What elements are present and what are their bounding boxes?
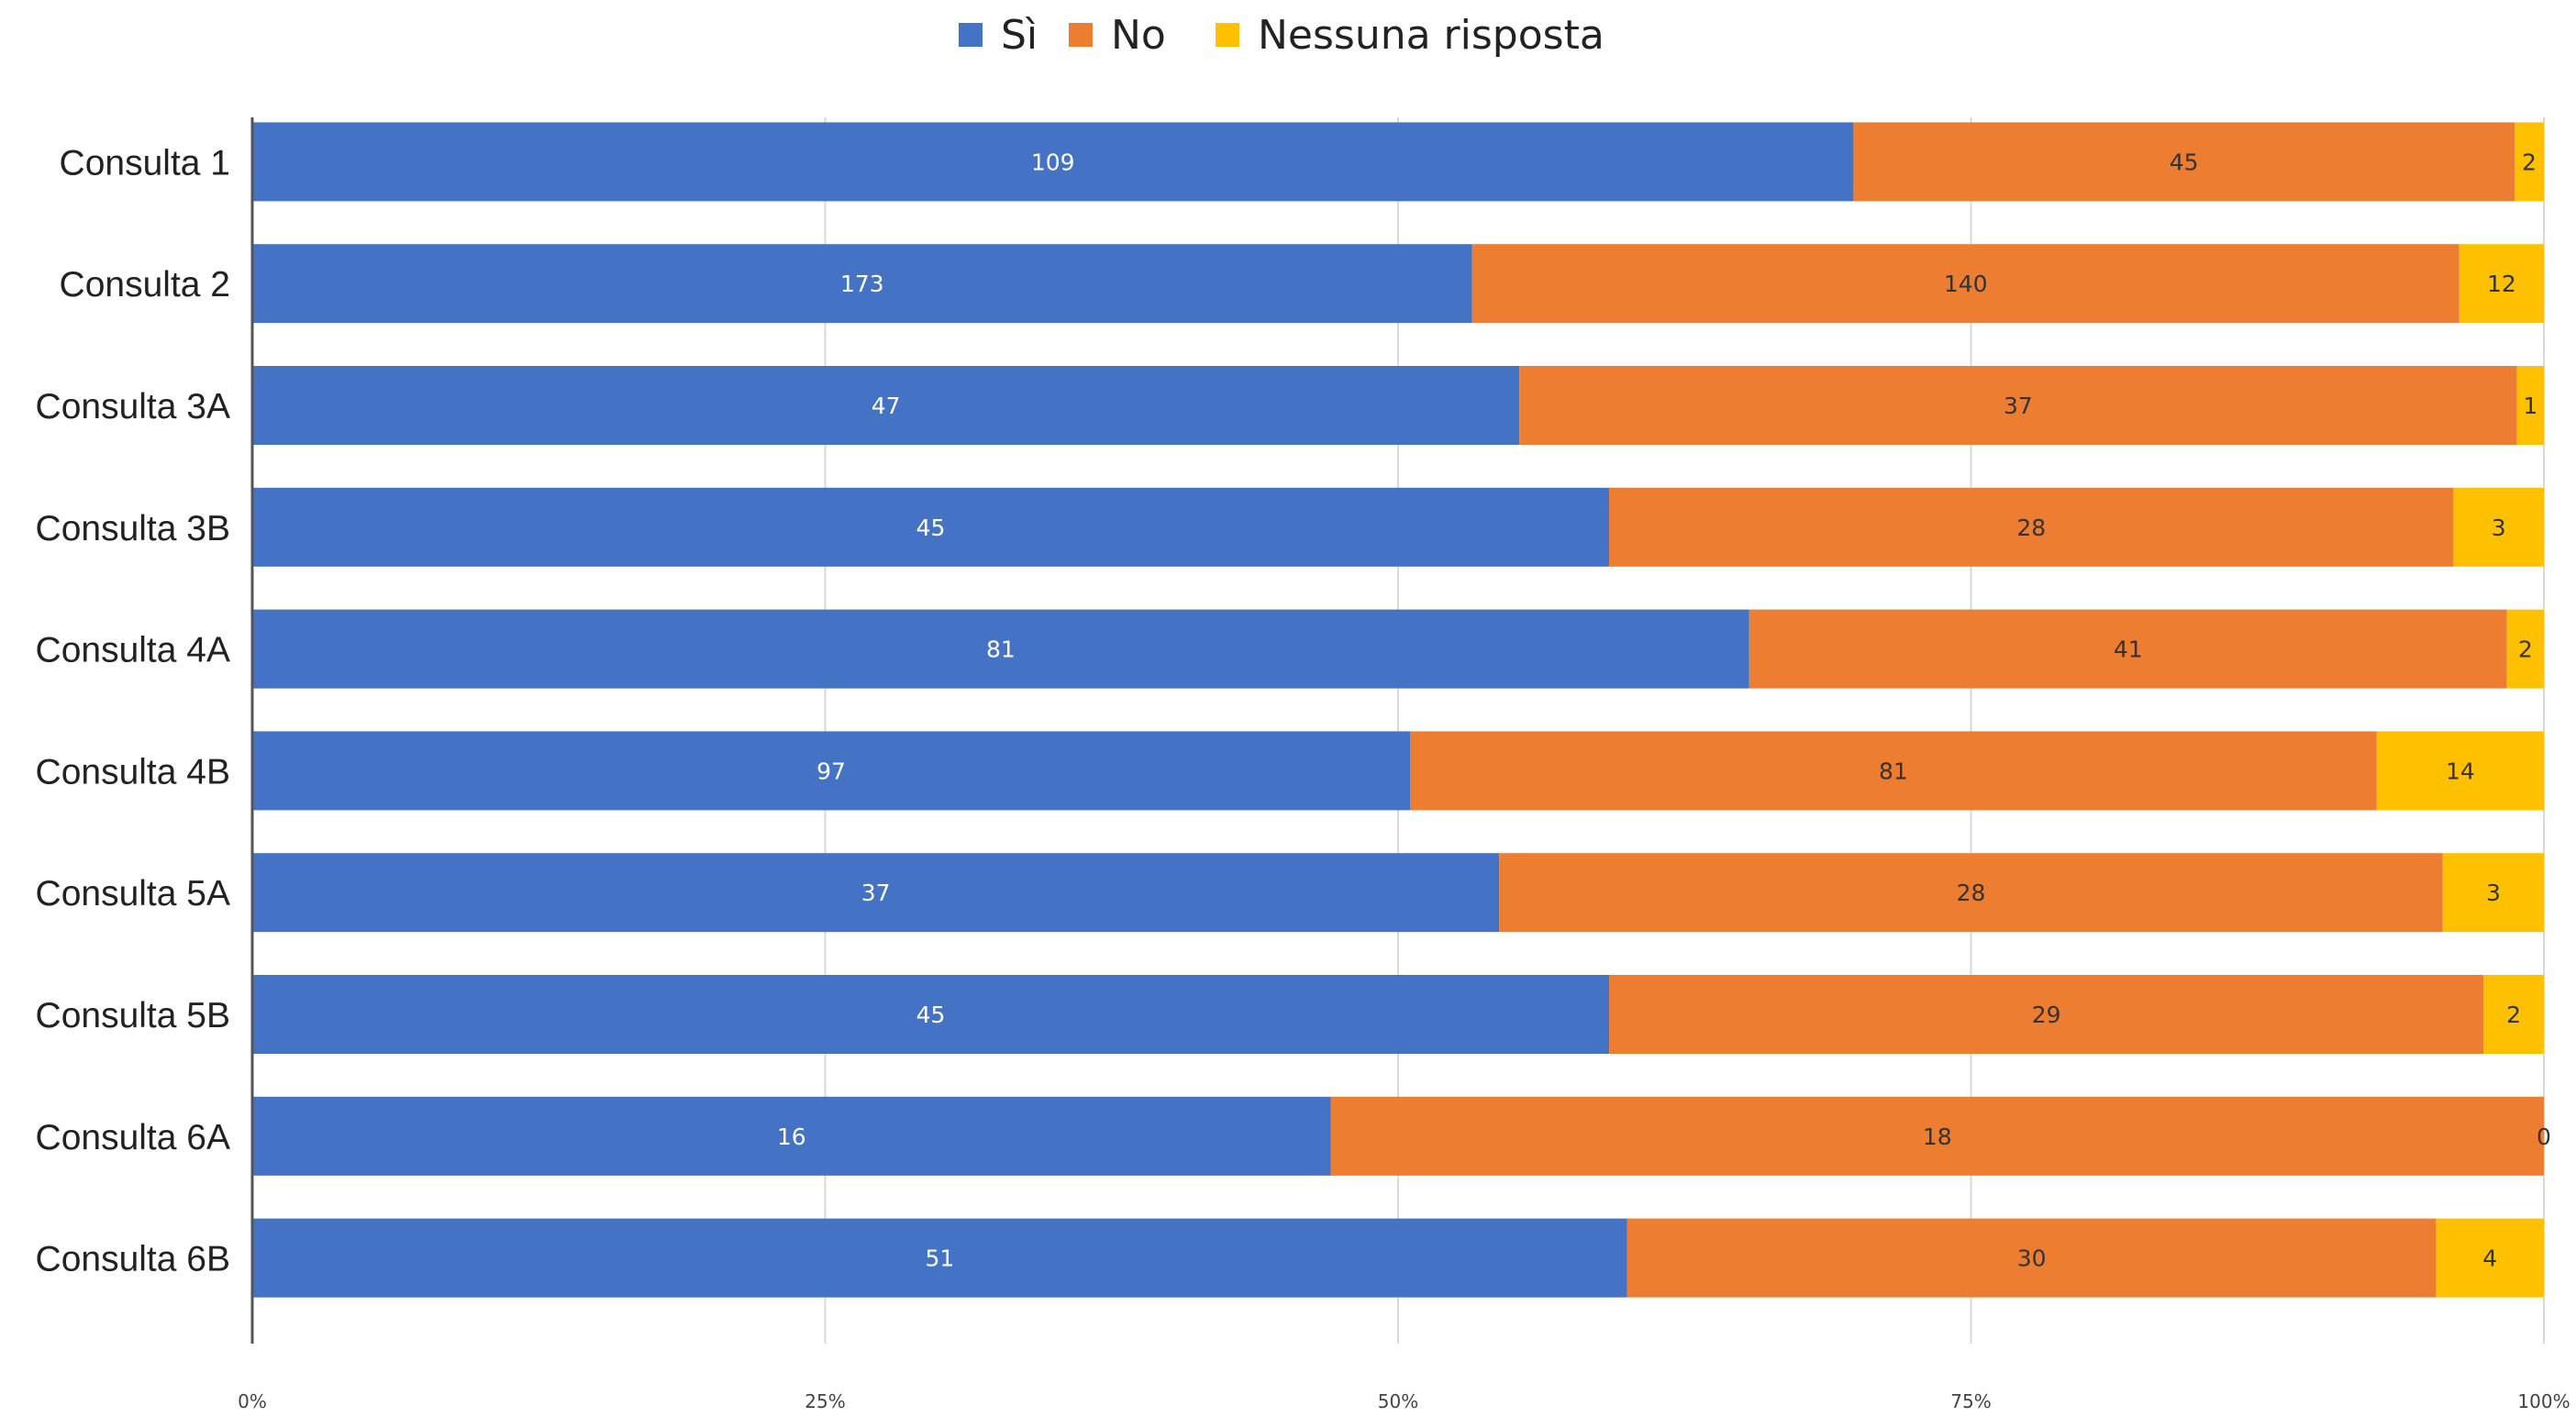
legend-label: No — [1111, 12, 1166, 59]
bar-segment-no — [1519, 366, 2517, 445]
x-tick-label: 0% — [238, 1390, 267, 1412]
bar-segment-no — [1609, 975, 2484, 1054]
x-tick-label: 100% — [2517, 1390, 2570, 1412]
x-tick-label: 50% — [1378, 1390, 1418, 1412]
data-label: 45 — [2170, 149, 2199, 175]
category-label: Consulta 6B — [36, 1240, 230, 1279]
category-label: Consulta 6A — [36, 1118, 230, 1157]
data-label: 37 — [2004, 393, 2033, 419]
data-label: 97 — [816, 758, 846, 784]
data-label: 18 — [1923, 1124, 1952, 1150]
data-label: 37 — [861, 880, 891, 906]
category-labels: Consulta 1 Consulta 2 Consulta 3A Consulta … — [36, 143, 230, 1279]
x-axis-ticks: 0% 25% 50% 75% 100% — [238, 1390, 2570, 1412]
bar-segment-no — [1627, 1218, 2437, 1298]
category-label: Consulta 5A — [36, 874, 230, 913]
data-label: 81 — [1879, 758, 1908, 784]
bar-segment-nessuna-risposta — [2453, 487, 2544, 567]
data-label: 4 — [2482, 1245, 2497, 1272]
bar-segment-s — [252, 853, 1500, 933]
bar-segment-no — [1330, 1096, 2544, 1176]
bar-segment-nessuna-risposta — [2459, 244, 2544, 324]
data-label: 2 — [2518, 637, 2533, 663]
x-tick-label: 25% — [805, 1390, 845, 1412]
bar-segment-nessuna-risposta — [2442, 853, 2544, 933]
data-label: 47 — [872, 393, 901, 419]
bar-segment-no — [1609, 487, 2454, 567]
category-label: Consulta 5B — [36, 996, 230, 1035]
data-label: 45 — [916, 1002, 946, 1028]
bar-segment-nessuna-risposta — [2506, 609, 2544, 689]
bar-segment-s — [252, 487, 1610, 567]
data-label: 0 — [2537, 1124, 2551, 1150]
category-label: Consulta 3B — [36, 509, 230, 548]
bar-segment-s — [252, 609, 1749, 689]
bar-segment-nessuna-risposta — [2483, 975, 2544, 1054]
data-label: 14 — [2446, 758, 2475, 784]
data-label: 140 — [1944, 271, 1988, 297]
bar-segment-no — [1499, 853, 2443, 933]
legend-swatch-nessuna-risposta — [1216, 23, 1239, 47]
bar-segment-no — [1749, 609, 2507, 689]
bar-segment-s — [252, 1096, 1331, 1176]
data-label: 45 — [916, 515, 946, 541]
x-tick-label: 75% — [1950, 1390, 1991, 1412]
data-label: 2 — [2506, 1002, 2521, 1028]
data-label: 29 — [2032, 1002, 2061, 1028]
bar-segment-s — [252, 122, 1854, 202]
data-label: 3 — [2492, 515, 2506, 541]
bar-segment-nessuna-risposta — [2436, 1218, 2544, 1298]
bar-segment-no — [1410, 731, 2377, 811]
category-label: Consulta 2 — [60, 265, 230, 304]
data-label: 2 — [2522, 149, 2537, 175]
data-label: 41 — [2114, 637, 2143, 663]
legend-label: Nessuna risposta — [1258, 12, 1604, 59]
legend-swatch-s — [959, 23, 983, 47]
legend: Sì No Nessuna risposta — [959, 12, 1604, 59]
data-label: 16 — [777, 1124, 806, 1150]
category-label: Consulta 4B — [36, 752, 230, 792]
legend-swatch-no — [1069, 23, 1093, 47]
data-label: 30 — [2017, 1245, 2047, 1272]
data-label: 3 — [2486, 880, 2501, 906]
data-label: 81 — [986, 637, 1016, 663]
bar-segment-s — [252, 1218, 1627, 1298]
data-label: 28 — [1957, 880, 1986, 906]
bar-segment-nessuna-risposta — [2516, 366, 2544, 445]
legend-label: Sì — [1001, 12, 1038, 59]
category-label: Consulta 4A — [36, 631, 230, 670]
bar-segment-nessuna-risposta — [2514, 122, 2544, 202]
data-label: 1 — [2523, 393, 2537, 419]
data-label: 12 — [2487, 271, 2516, 297]
data-label: 51 — [925, 1245, 954, 1272]
data-label: 109 — [1031, 149, 1075, 175]
category-label: Consulta 1 — [60, 143, 230, 183]
data-label: 173 — [840, 271, 884, 297]
bar-segment-s — [252, 244, 1472, 324]
bar-segment-no — [1471, 244, 2459, 324]
bar-segment-s — [252, 731, 1411, 811]
bar-segment-s — [252, 366, 1520, 445]
bar-segment-s — [252, 975, 1610, 1054]
bar-segment-nessuna-risposta — [2376, 731, 2544, 811]
category-label: Consulta 3A — [36, 387, 230, 426]
bar-segment-no — [1853, 122, 2515, 202]
data-label: 28 — [2016, 515, 2046, 541]
bars: 109 45 2 173 140 12 47 37 1 45 28 3 81 41 2 97 81 14 37 28 3… — [252, 122, 2551, 1298]
